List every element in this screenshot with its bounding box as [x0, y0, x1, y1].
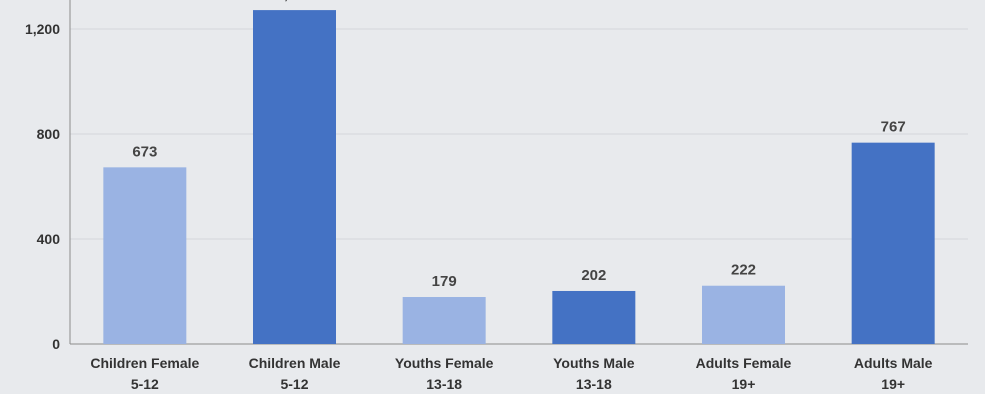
y-tick-label: 1,200 [25, 21, 60, 37]
data-label: 179 [432, 273, 457, 290]
bars [103, 10, 935, 344]
x-category-label: Adults Female [696, 355, 792, 371]
y-tick-label: 0 [52, 336, 60, 352]
data-label: 767 [881, 119, 906, 136]
x-category-label: 13-18 [576, 376, 612, 392]
x-category-label: 5-12 [280, 376, 308, 392]
x-category-label: Children Male [249, 355, 341, 371]
bar [103, 167, 187, 344]
x-category-label: Children Female [90, 355, 199, 371]
data-label: 202 [581, 267, 606, 284]
data-label: 222 [731, 262, 756, 279]
data-label: 1,272 [276, 0, 314, 3]
gridlines [70, 28, 968, 240]
x-axis-categories: Children Female 5-12 Children Male 5-12 Yout… [90, 355, 932, 392]
bar [702, 285, 785, 344]
x-category-label: Youths Male [553, 355, 635, 371]
x-category-label: 5-12 [131, 376, 159, 392]
x-category-label: 19+ [881, 376, 905, 392]
x-category-label: 13-18 [426, 376, 462, 392]
bar [402, 297, 486, 344]
bar [253, 10, 336, 344]
data-label: 673 [132, 143, 157, 160]
data-labels: 673 1,272 179 202 222 767 [132, 0, 905, 290]
y-tick-label: 800 [37, 126, 61, 142]
x-category-label: Youths Female [395, 355, 494, 371]
y-axis-ticks: 0 400 800 1,200 [25, 21, 60, 352]
bar [851, 142, 935, 344]
x-category-label: Adults Male [854, 355, 933, 371]
bar [552, 290, 636, 344]
x-category-label: 19+ [732, 376, 756, 392]
y-tick-label: 400 [37, 231, 61, 247]
